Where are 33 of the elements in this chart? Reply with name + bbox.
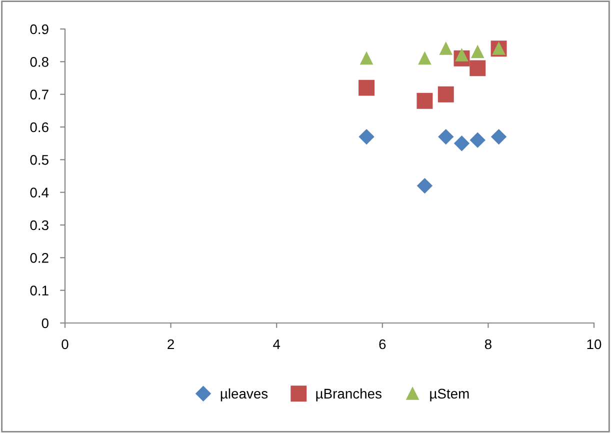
point <box>470 60 486 76</box>
x-tick-label: 10 <box>587 339 602 350</box>
y-tick-label: 0.2 <box>30 253 48 263</box>
y-tick-label: 0.1 <box>30 286 48 296</box>
y-tick-label: 0.4 <box>30 188 49 198</box>
point <box>417 178 432 194</box>
legend-label: µleaves <box>220 388 268 402</box>
legend-label: µBranches <box>316 388 382 402</box>
point <box>360 52 373 65</box>
y-tick-label: 0.3 <box>30 220 48 230</box>
x-tick-label: 8 <box>484 339 492 350</box>
y-tick-label: 0.8 <box>30 57 48 67</box>
x-tick-label: 4 <box>273 339 280 350</box>
y-tick-label: 0 <box>42 318 48 328</box>
point <box>358 80 375 96</box>
y-tick-label: 0.5 <box>30 155 48 165</box>
legend-label: µStem <box>430 388 469 402</box>
y-tick-label: 0.7 <box>30 90 48 100</box>
point <box>440 42 452 55</box>
point <box>454 136 470 151</box>
point <box>438 129 454 144</box>
y-tick-label: 0.6 <box>30 122 48 132</box>
x-tick-label: 2 <box>168 339 174 350</box>
point <box>471 46 484 58</box>
x-tick-label: 0 <box>62 339 68 350</box>
point <box>491 129 506 144</box>
point <box>438 86 454 102</box>
y-tick-label: 0.9 <box>30 24 48 34</box>
point <box>470 132 486 148</box>
point <box>416 92 433 109</box>
point <box>418 52 431 65</box>
x-tick-label: 6 <box>379 339 386 350</box>
point <box>358 129 374 144</box>
